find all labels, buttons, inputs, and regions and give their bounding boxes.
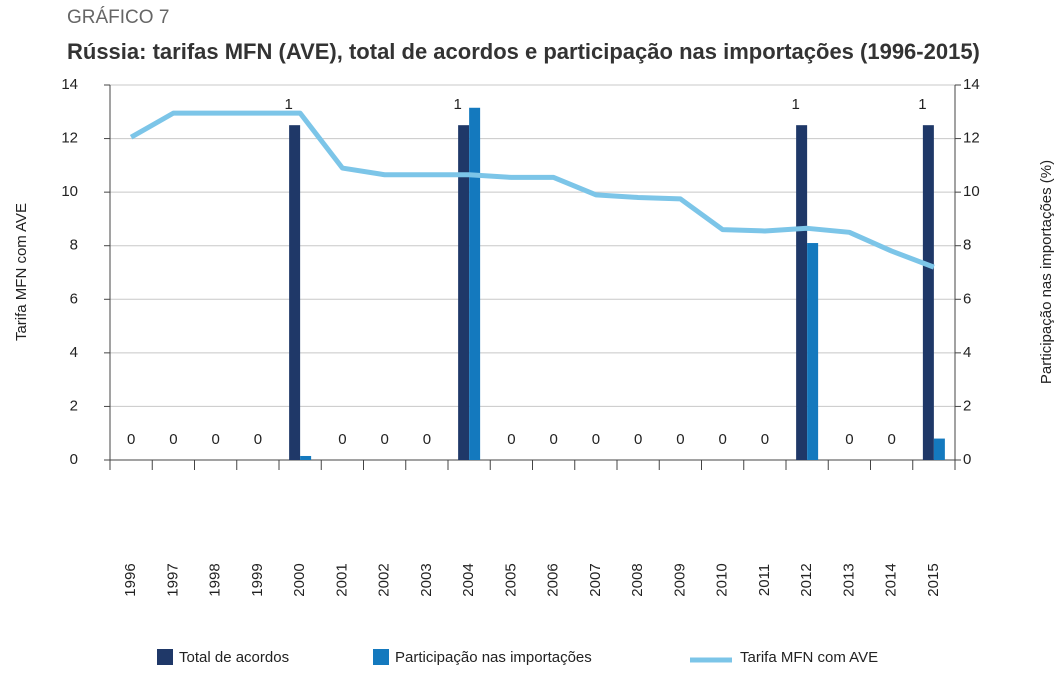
x-tick-label: 2014: [883, 563, 900, 596]
x-tick-label: 1998: [207, 563, 224, 596]
x-tick-label: 1999: [249, 563, 266, 596]
x-tick-label: 2013: [840, 563, 857, 596]
y2-axis-label: Participação nas importações (%): [1038, 160, 1055, 384]
y-tick-label: 10: [61, 183, 78, 200]
x-tick-label: 2008: [629, 563, 646, 596]
data-label: 0: [169, 431, 177, 448]
data-label: 0: [718, 431, 726, 448]
y-axis-label: Tarifa MFN com AVE: [13, 203, 30, 341]
bar: [933, 438, 945, 460]
y2-tick-label: 4: [963, 344, 971, 361]
data-label: 0: [592, 431, 600, 448]
data-label: 0: [676, 431, 684, 448]
data-label: 0: [254, 431, 262, 448]
x-tick-label: 1996: [122, 563, 139, 596]
y2-tick-label: 8: [963, 237, 971, 254]
y2-tick-label: 2: [963, 397, 971, 414]
y-tick-label: 8: [70, 237, 78, 254]
y2-tick-label: 14: [963, 76, 980, 93]
data-label: 0: [507, 431, 515, 448]
y-tick-label: 0: [70, 451, 78, 468]
bar: [458, 125, 470, 460]
x-tick-label: 2009: [671, 563, 688, 596]
legend-swatch: [157, 649, 173, 665]
x-tick-label: 2000: [291, 563, 308, 596]
chart-title: Rússia: tarifas MFN (AVE), total de acor…: [67, 39, 980, 64]
data-label: 0: [338, 431, 346, 448]
x-tick-label: 2001: [333, 563, 350, 596]
y-tick-label: 14: [61, 76, 78, 93]
data-label: 0: [127, 431, 135, 448]
data-label: 0: [887, 431, 895, 448]
data-label: 0: [761, 431, 769, 448]
data-label: 1: [791, 96, 799, 113]
data-label: 1: [918, 96, 926, 113]
bar: [922, 125, 934, 460]
x-tick-label: 2011: [756, 564, 773, 596]
legend-label: Tarifa MFN com AVE: [740, 649, 878, 666]
x-tick-label: 2006: [545, 563, 562, 596]
legend-label: Total de acordos: [179, 649, 289, 666]
bar: [469, 107, 481, 461]
bar: [300, 455, 312, 460]
data-label: 1: [453, 96, 461, 113]
data-label: 0: [380, 431, 388, 448]
data-label: 0: [634, 431, 642, 448]
data-label: 0: [211, 431, 219, 448]
data-label: 0: [423, 431, 431, 448]
legend-swatch: [373, 649, 389, 665]
y-tick-label: 2: [70, 397, 78, 414]
x-tick-label: 2004: [460, 563, 477, 596]
y2-tick-label: 6: [963, 290, 971, 307]
data-label: 0: [845, 431, 853, 448]
x-tick-label: 1997: [164, 563, 181, 596]
y-tick-label: 6: [70, 290, 78, 307]
x-tick-label: 2010: [714, 563, 731, 596]
x-tick-label: 2002: [376, 563, 393, 596]
chart-label: GRÁFICO 7: [67, 7, 169, 28]
legend-label: Participação nas importações: [395, 649, 592, 666]
x-tick-label: 2007: [587, 563, 604, 596]
y-tick-label: 4: [70, 344, 78, 361]
x-tick-label: 2003: [418, 563, 435, 596]
y2-tick-label: 0: [963, 451, 971, 468]
y2-tick-label: 12: [963, 130, 980, 147]
data-label: 0: [549, 431, 557, 448]
x-tick-label: 2012: [798, 563, 815, 596]
bar: [289, 125, 301, 460]
data-label: 1: [284, 96, 292, 113]
y2-tick-label: 10: [963, 183, 980, 200]
x-tick-label: 2005: [502, 563, 519, 596]
y-tick-label: 12: [61, 130, 78, 147]
x-tick-label: 2015: [925, 563, 942, 596]
line: [129, 110, 935, 270]
bar: [796, 125, 808, 460]
bar: [807, 243, 819, 460]
